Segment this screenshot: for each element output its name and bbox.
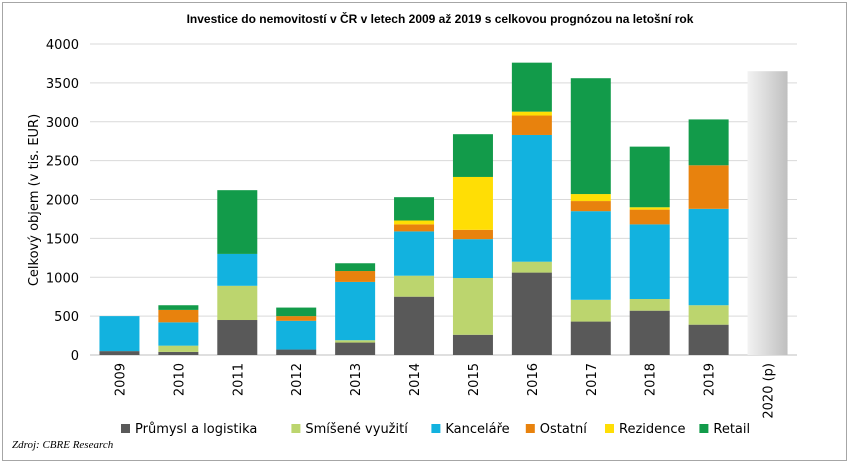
legend-label: Smíšené využití	[305, 422, 408, 437]
bars	[99, 62, 788, 356]
bar-segment	[570, 299, 611, 322]
bar-segment	[276, 316, 317, 321]
bar-segment	[511, 261, 552, 273]
legend-label: Ostatní	[540, 422, 587, 437]
bar-segment	[452, 334, 493, 355]
x-tick-labels: 2009 2010 2011 2012 2013 2014 2015 2016 2017 2018…	[113, 363, 776, 419]
legend-label: Průmysl a logistika	[135, 422, 257, 437]
bar-segment	[394, 275, 435, 297]
bar-segment	[688, 165, 729, 209]
x-tick-label: 2012	[290, 363, 305, 396]
bar-segment	[452, 134, 493, 177]
y-tick-label: 500	[54, 310, 79, 325]
y-tick-label: 2500	[46, 155, 79, 170]
bar-segment	[511, 272, 552, 355]
bar-segment	[511, 62, 552, 112]
bar-segment	[511, 111, 552, 116]
bar-segment	[629, 207, 670, 210]
bar-segment	[276, 307, 317, 317]
legend-label: Rezidence	[619, 422, 686, 437]
chart-title: Investice do nemovitostí v ČR v letech 2…	[187, 11, 694, 26]
bar-segment	[394, 231, 435, 276]
legend-swatch	[291, 424, 301, 433]
bar-segment	[570, 194, 611, 202]
bar-segment	[570, 201, 611, 212]
bar-segment	[570, 321, 611, 355]
bar-segment	[335, 271, 376, 282]
bar-segment	[452, 239, 493, 279]
y-tick-labels: 0 500 1000 1500 2000 2500 3000 3500 4000	[46, 38, 79, 364]
x-tick-label: 2020 (p)	[762, 363, 777, 419]
bar-segment	[99, 351, 140, 355]
bar-segment	[394, 296, 435, 355]
y-tick-label: 2000	[46, 194, 79, 209]
bar-segment	[276, 320, 317, 350]
y-tick-label: 1000	[46, 271, 79, 286]
y-axis-label: Celkový objem (v tis. EUR)	[27, 114, 42, 286]
x-tick-label: 2018	[644, 363, 659, 396]
x-tick-label: 2013	[349, 363, 364, 396]
bar-segment	[511, 134, 552, 262]
x-tick-label: 2019	[703, 363, 718, 396]
bar-segment	[217, 320, 258, 355]
bar-segment	[394, 197, 435, 221]
bar-segment	[158, 309, 199, 323]
legend-swatch	[525, 424, 535, 433]
bar-segment	[99, 316, 140, 352]
forecast-bar	[747, 71, 788, 356]
legend-swatch	[605, 424, 614, 433]
gridlines	[90, 43, 797, 356]
legend-label: Kanceláře	[445, 422, 509, 437]
bar-segment	[570, 78, 611, 195]
legend: Průmysl a logistika Smíšené využití Kancel…	[121, 422, 750, 437]
legend-swatch	[121, 424, 130, 433]
x-tick-label: 2017	[585, 363, 600, 396]
x-tick-label: 2010	[172, 363, 187, 396]
y-tick-label: 1500	[46, 232, 79, 247]
bar-segment	[217, 190, 258, 254]
bar-segment	[158, 322, 199, 346]
y-tick-label: 4000	[46, 38, 79, 53]
bar-segment	[452, 176, 493, 230]
bar-segment	[629, 146, 670, 208]
source-note: Zdroj: CBRE Research	[12, 439, 114, 451]
bar-segment	[570, 211, 611, 300]
bar-segment	[158, 345, 199, 352]
y-tick-label: 0	[71, 349, 79, 364]
bar-segment	[276, 349, 317, 355]
bar-segment	[335, 340, 376, 343]
x-tick-label: 2014	[408, 363, 423, 396]
x-tick-label: 2009	[113, 363, 128, 396]
bar-segment	[335, 263, 376, 272]
bar-segment	[688, 324, 729, 355]
bar-segment	[158, 351, 199, 355]
bar-segment	[688, 208, 729, 306]
x-tick-label: 2011	[231, 363, 246, 396]
bar-segment	[217, 285, 258, 321]
bar-segment	[158, 305, 199, 310]
x-tick-label: 2015	[467, 363, 482, 396]
bar-segment	[217, 253, 258, 286]
bar-segment	[629, 299, 670, 311]
y-tick-label: 3000	[46, 116, 79, 131]
bar-segment	[511, 115, 552, 135]
x-tick-label: 2016	[526, 363, 541, 396]
bar-segment	[394, 224, 435, 232]
bar-segment	[335, 281, 376, 341]
bar-segment	[688, 305, 729, 325]
bar-segment	[688, 119, 729, 166]
bar-segment	[394, 220, 435, 225]
bar-segment	[629, 224, 670, 300]
bar-segment	[629, 310, 670, 355]
y-tick-label: 3500	[46, 77, 79, 92]
legend-label: Retail	[713, 422, 750, 437]
bar-segment	[629, 209, 670, 225]
bar-segment	[452, 278, 493, 335]
legend-swatch	[431, 424, 441, 433]
bar-segment	[452, 229, 493, 240]
bar-segment	[335, 342, 376, 355]
legend-swatch	[699, 424, 709, 433]
